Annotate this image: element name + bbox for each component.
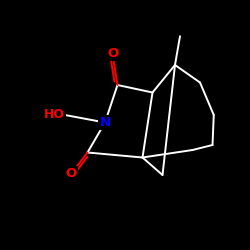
Text: HO: HO (44, 108, 65, 122)
Text: O: O (66, 167, 77, 180)
Text: O: O (107, 47, 118, 60)
Text: N: N (100, 116, 110, 129)
